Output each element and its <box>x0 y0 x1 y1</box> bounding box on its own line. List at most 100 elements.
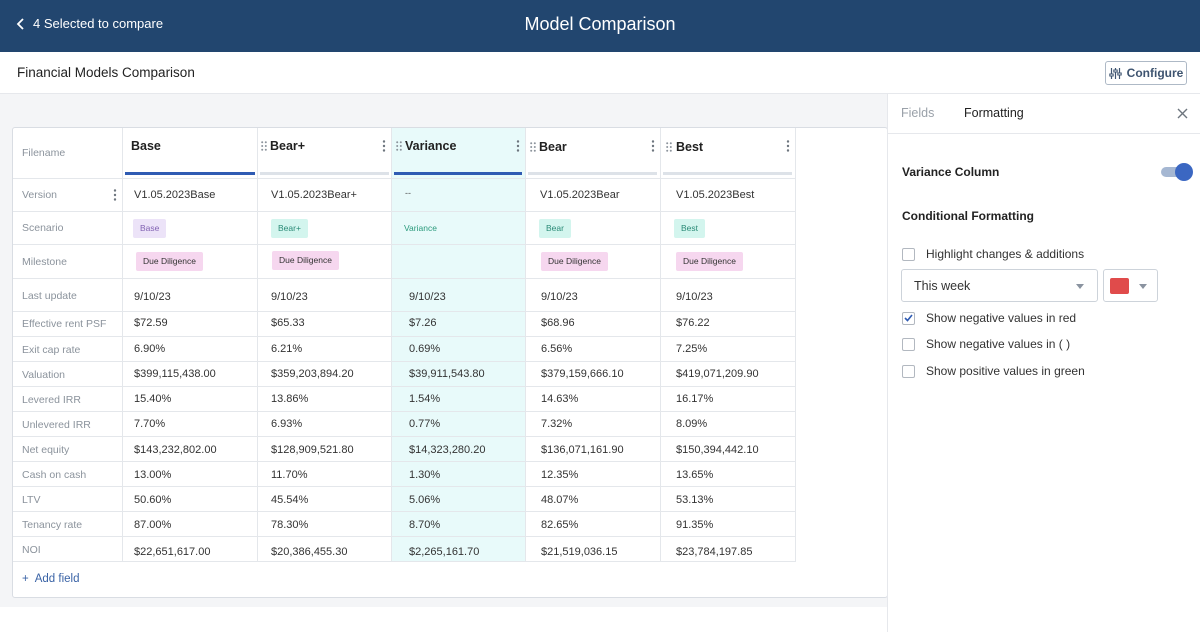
variance-column-toggle[interactable] <box>1161 163 1193 181</box>
version-cell: V1.05.2023Bear <box>540 189 620 201</box>
drag-handle-icon[interactable] <box>396 141 402 151</box>
plus-icon: + <box>22 573 29 585</box>
add-field-button[interactable]: + Add field <box>22 573 79 585</box>
table-cell: $72.59 <box>134 317 168 329</box>
back-button[interactable]: 4 Selected to compare <box>16 16 163 31</box>
column-underline <box>260 172 389 175</box>
check-icon <box>904 314 913 322</box>
variance-column-label: Variance Column <box>902 165 1000 179</box>
more-vertical-icon[interactable] <box>382 140 386 152</box>
negative-paren-label: Show negative values in ( ) <box>926 337 1071 351</box>
period-select-value: This week <box>914 279 971 293</box>
row-label-scenario: Scenario <box>22 222 64 234</box>
column-underline <box>528 172 657 175</box>
negative-paren-checkbox[interactable] <box>902 337 915 351</box>
column-divider <box>660 128 661 562</box>
row-divider <box>13 436 796 437</box>
highlight-color-picker[interactable] <box>1103 269 1158 302</box>
table-cell: 6.90% <box>134 343 166 355</box>
row-label-net-equity: Net equity <box>22 444 70 456</box>
table-cell: 13.65% <box>676 469 714 481</box>
drag-handle-icon[interactable] <box>261 141 267 151</box>
negative-paren-option[interactable]: Show negative values in ( ) <box>902 337 1070 351</box>
column-header-best[interactable]: Best <box>676 140 704 154</box>
scenario-tag: Base <box>133 219 167 238</box>
table-cell: 1.54% <box>409 393 441 405</box>
row-label-last-update: Last update <box>22 290 77 302</box>
column-header-bear-plus[interactable]: Bear+ <box>270 139 306 153</box>
positive-green-label: Show positive values in green <box>926 364 1085 378</box>
row-divider <box>13 244 796 245</box>
highlight-changes-option[interactable]: Highlight changes & additions <box>902 247 1084 261</box>
positive-green-option[interactable]: Show positive values in green <box>902 364 1085 378</box>
column-underline <box>663 172 792 175</box>
table-cell: 11.70% <box>271 469 308 481</box>
formatting-panel: Fields Formatting Variance Column Condit… <box>887 94 1200 632</box>
table-cell: 9/10/23 <box>134 291 171 303</box>
table-cell: 48.07% <box>541 494 579 506</box>
table-cell: 82.65% <box>541 519 579 531</box>
table-cell: $39,911,543.80 <box>409 368 485 380</box>
table-cell: 8.70% <box>409 519 441 531</box>
sub-header: Financial Models Comparison <box>0 52 1200 94</box>
sliders-icon <box>1108 67 1122 79</box>
row-label-version: Version <box>22 189 58 201</box>
table-cell: $143,232,802.00 <box>134 444 217 456</box>
table-cell: $21,519,036.15 <box>541 546 618 558</box>
period-select[interactable]: This week <box>901 269 1098 302</box>
row-divider <box>13 561 796 562</box>
tab-formatting[interactable]: Formatting <box>964 106 1024 120</box>
negative-red-checkbox[interactable] <box>902 311 915 325</box>
toggle-knob <box>1175 163 1193 181</box>
table-cell: $150,394,442.10 <box>676 444 759 456</box>
row-label-effective-rent: Effective rent PSF <box>22 318 107 330</box>
more-vertical-icon[interactable] <box>516 140 520 152</box>
milestone-tag: Due Diligence <box>541 252 608 271</box>
negative-red-option[interactable]: Show negative values in red <box>902 311 1076 325</box>
table-cell: 12.35% <box>541 469 579 481</box>
back-label: 4 Selected to compare <box>33 16 164 31</box>
panel-tabs: Fields Formatting <box>888 94 1200 134</box>
row-label-levered-irr: Levered IRR <box>22 394 81 406</box>
configure-button[interactable]: Configure <box>1105 61 1187 85</box>
table-cell: $128,909,521.80 <box>271 444 354 456</box>
row-label-valuation: Valuation <box>22 369 66 381</box>
table-cell: 6.56% <box>541 343 573 355</box>
close-icon[interactable] <box>1177 108 1188 119</box>
more-vertical-icon[interactable] <box>113 189 117 201</box>
column-divider <box>391 128 392 562</box>
column-header-bear[interactable]: Bear <box>539 140 567 154</box>
table-cell: $23,784,197.85 <box>676 546 753 558</box>
table-cell: 6.93% <box>271 418 303 430</box>
page-title: Financial Models Comparison <box>17 65 195 80</box>
row-label-unlevered-irr: Unlevered IRR <box>22 419 91 431</box>
active-column-underline <box>394 172 522 175</box>
drag-handle-icon[interactable] <box>530 142 536 152</box>
more-vertical-icon[interactable] <box>786 140 790 152</box>
table-cell: 53.13% <box>676 494 714 506</box>
table-cell: 5.06% <box>409 494 441 506</box>
positive-green-checkbox[interactable] <box>902 364 915 378</box>
highlight-changes-checkbox[interactable] <box>902 247 915 261</box>
more-vertical-icon[interactable] <box>651 140 655 152</box>
row-divider <box>13 278 796 279</box>
table-cell: $419,071,209.90 <box>676 368 759 380</box>
column-header-variance[interactable]: Variance <box>405 139 457 153</box>
table-cell: 87.00% <box>134 519 172 531</box>
table-cell: 91.35% <box>676 519 714 531</box>
tab-fields[interactable]: Fields <box>901 106 935 120</box>
row-divider <box>13 511 796 512</box>
negative-red-label: Show negative values in red <box>926 311 1077 325</box>
row-label-exit-cap: Exit cap rate <box>22 344 81 356</box>
column-header-base[interactable]: Base <box>131 139 161 153</box>
table-cell: 78.30% <box>271 519 309 531</box>
filename-label: Filename <box>22 147 66 159</box>
row-label-cash-on-cash: Cash on cash <box>22 469 87 481</box>
milestone-tag: Due Diligence <box>272 251 339 270</box>
table-cell: 14.63% <box>541 393 579 405</box>
drag-handle-icon[interactable] <box>666 142 672 152</box>
scenario-tag: Bear <box>539 219 571 238</box>
caret-down-icon <box>1076 284 1084 289</box>
table-cell: $136,071,161.90 <box>541 444 624 456</box>
table-cell: 6.21% <box>271 343 303 355</box>
